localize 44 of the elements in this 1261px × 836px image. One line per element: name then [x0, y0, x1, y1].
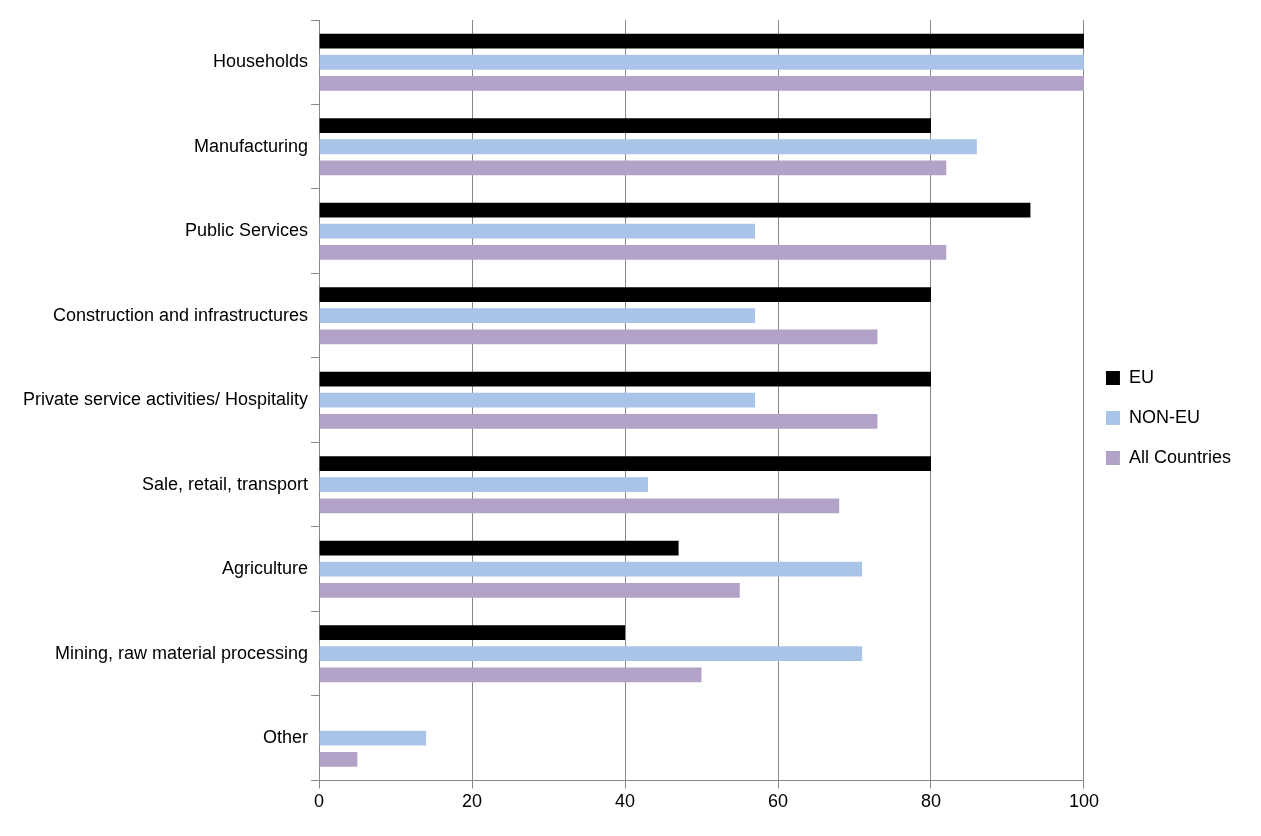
bar	[319, 561, 863, 577]
legend-label: All Countries	[1128, 446, 1232, 467]
legend-label: NON-EU	[1128, 406, 1200, 427]
bar	[319, 202, 1031, 218]
y-tick-label: Manufacturing	[194, 135, 309, 156]
bar	[319, 625, 626, 640]
y-tick-label: Private service activities/ Hospitality	[23, 389, 309, 410]
bar	[319, 413, 878, 429]
x-tick-label: 40	[615, 791, 636, 812]
bar	[319, 646, 863, 662]
y-tick-label: Public Services	[185, 220, 309, 241]
bar	[319, 54, 1084, 70]
bar	[319, 392, 756, 408]
bar	[319, 498, 840, 514]
bar	[319, 667, 702, 683]
bar	[319, 308, 756, 324]
y-tick-label: Sale, retail, transport	[142, 473, 309, 494]
bar	[319, 456, 931, 471]
bar	[319, 160, 947, 176]
bar	[319, 329, 878, 345]
y-tick-label: Mining, raw material processing	[54, 642, 309, 663]
y-tick-label: Agriculture	[222, 558, 309, 579]
bar	[319, 244, 947, 260]
bar	[319, 540, 679, 556]
bar	[319, 730, 427, 746]
y-tick-label: Construction and infrastructures	[52, 304, 309, 325]
bar	[319, 139, 977, 155]
bar	[319, 751, 358, 767]
bar	[319, 371, 931, 387]
x-tick-label: 100	[1068, 791, 1099, 812]
x-tick-label: 0	[314, 791, 325, 812]
bar	[319, 582, 740, 598]
bar	[319, 33, 1084, 49]
x-tick-label: 20	[462, 791, 483, 812]
bar	[319, 477, 648, 493]
bar	[319, 75, 1084, 91]
bar	[319, 223, 756, 239]
x-tick-label: 80	[920, 791, 941, 812]
x-tick-label: 60	[768, 791, 789, 812]
y-tick-label: Other	[263, 727, 309, 748]
bar	[319, 287, 931, 302]
y-tick-label: Households	[213, 51, 309, 72]
bar	[319, 118, 931, 133]
legend-label: EU	[1128, 366, 1154, 387]
